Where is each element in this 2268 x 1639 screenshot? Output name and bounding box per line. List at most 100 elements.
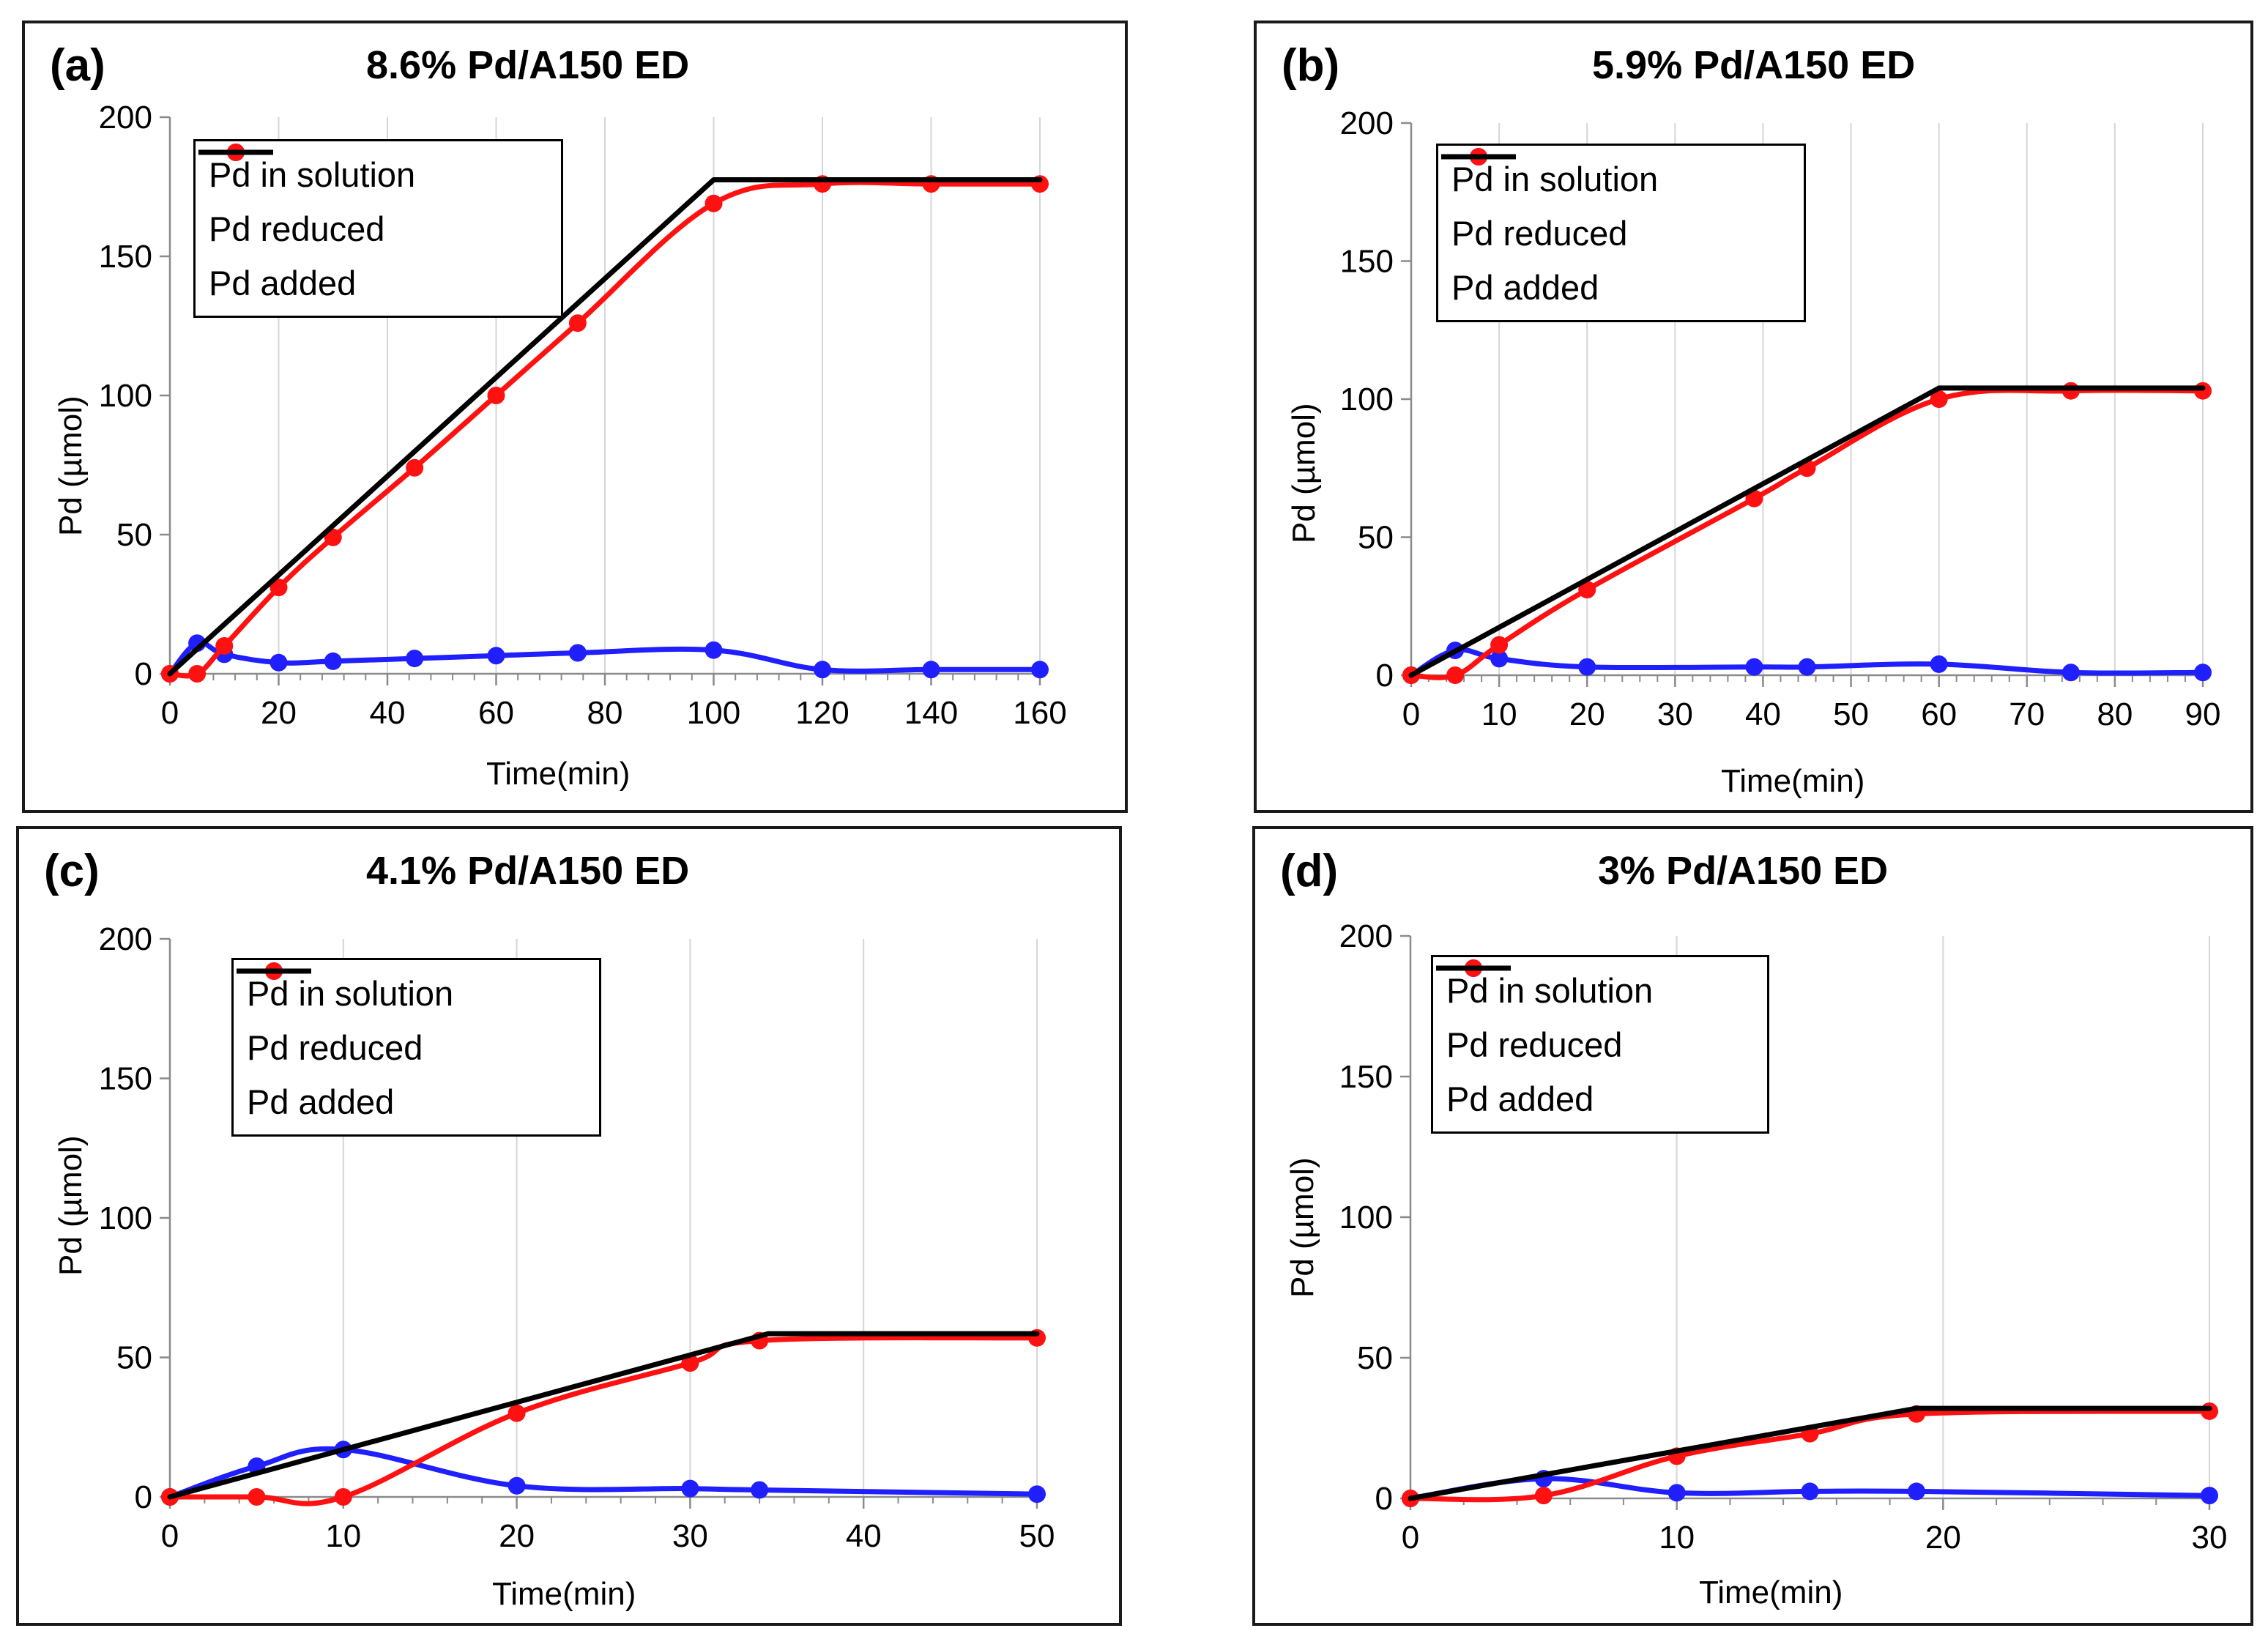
x-tick-label: 0 — [161, 695, 179, 731]
data-point — [487, 647, 505, 665]
data-point — [1930, 390, 1948, 408]
x-axis-title: Time(min) — [1699, 1575, 1843, 1610]
data-point — [406, 650, 424, 668]
chart-title: 4.1% Pd/A150 ED — [366, 849, 690, 893]
x-tick-label: 90 — [2185, 696, 2221, 732]
data-point — [922, 661, 940, 679]
data-point — [1490, 650, 1509, 668]
y-tick-label: 200 — [1339, 918, 1393, 954]
x-tick-label: 20 — [1569, 696, 1605, 732]
panel-d: 0 50 100 150 200 0 10 20 30 (d) 3% Pd/A150 ED Pd… — [1252, 826, 2253, 1626]
x-tick-label: 0 — [1402, 696, 1420, 732]
y-tick-label: 0 — [1375, 1481, 1393, 1517]
legend-label: Pd in solution — [1451, 159, 1659, 198]
x-tick-label: 100 — [687, 695, 740, 731]
legend-entry-added: Pd added — [1441, 154, 1788, 314]
legend-label: Pd reduced — [1446, 1025, 1623, 1064]
x-tick-label: 40 — [370, 695, 406, 731]
series-line — [167, 177, 1043, 677]
x-tick-label: 60 — [478, 695, 514, 731]
x-axis-title: Time(min) — [486, 756, 631, 792]
data-point — [2201, 1402, 2218, 1420]
series-pd-added — [1408, 1405, 2212, 1501]
data-point — [507, 1404, 526, 1422]
y-tick-label: 200 — [1340, 105, 1394, 141]
y-tick-label: 100 — [1339, 1200, 1393, 1235]
x-tick-label: 0 — [1402, 1520, 1419, 1556]
x-tick-label: 30 — [1657, 696, 1693, 732]
data-point — [1801, 1482, 1819, 1501]
data-point — [1578, 658, 1596, 676]
legend-label: Pd reduced — [1451, 213, 1628, 253]
y-tick-label: 0 — [1376, 658, 1394, 694]
x-tick-label: 0 — [161, 1518, 179, 1554]
x-axis-title: Time(min) — [1721, 763, 1865, 799]
x-tick-label: 10 — [1659, 1520, 1695, 1556]
legend-entry-added: Pd added — [237, 968, 583, 1129]
y-tick-label: 200 — [99, 921, 152, 957]
x-tick-label: 70 — [2009, 696, 2045, 732]
data-point — [1578, 581, 1596, 599]
series-pd-added — [167, 1331, 1040, 1500]
y-tick-label: 200 — [99, 100, 152, 135]
series-pd-in-solution — [161, 1441, 1046, 1506]
x-tick-label: 40 — [1745, 696, 1781, 732]
legend-label: Pd added — [247, 1082, 395, 1121]
panel-c: 0 50 100 150 200 0 10 20 30 40 50 (c) 4.1% Pd/A150… — [16, 826, 1122, 1626]
data-point — [568, 644, 587, 662]
legend-entry-added: Pd added — [1436, 965, 1751, 1126]
legend: Pd in solution Pd reduced Pd added — [193, 139, 563, 318]
data-point — [1930, 655, 1948, 673]
legend-entry-reduced: Pd reduced — [1441, 148, 1788, 260]
x-tick-label: 10 — [1481, 696, 1517, 732]
data-point — [2194, 664, 2212, 682]
legend-entry-reduced: Pd reduced — [237, 962, 583, 1074]
panel-a: 0 50 100 150 200 0 20 40 60 80 100 120 140 160 (a) 8.… — [22, 21, 1128, 813]
x-axis-title: Time(min) — [492, 1576, 636, 1612]
legend-swatch-added — [237, 968, 311, 974]
data-point — [269, 579, 288, 597]
y-axis-title: Pd (µmol) — [53, 1135, 89, 1276]
legend: Pd in solution Pd reduced Pd added — [231, 958, 601, 1137]
data-point — [487, 387, 505, 404]
legend-entry-reduced: Pd reduced — [198, 144, 545, 256]
plot-d: 0 50 100 150 200 0 10 20 30 — [1339, 918, 2228, 1556]
data-point — [248, 1488, 266, 1506]
series-pd-added — [167, 177, 1043, 677]
chart-title: 5.9% Pd/A150 ED — [1592, 43, 1916, 87]
data-point — [2201, 1487, 2218, 1505]
data-point — [2061, 382, 2080, 400]
y-axis-title: Pd (µmol) — [53, 395, 89, 536]
y-tick-label: 50 — [116, 1340, 152, 1376]
x-tick-label: 20 — [499, 1518, 535, 1554]
x-tick-label: 50 — [1019, 1518, 1055, 1554]
series-line — [1408, 385, 2206, 678]
data-point — [1667, 1484, 1686, 1502]
y-axis-title: Pd (µmol) — [1286, 403, 1322, 543]
y-tick-label: 0 — [135, 1479, 152, 1515]
data-point — [1907, 1482, 1925, 1501]
y-tick-label: 100 — [99, 1200, 152, 1236]
series-pd-reduced — [161, 1328, 1046, 1506]
data-point — [1490, 636, 1509, 654]
plot-a: 0 50 100 150 200 0 20 40 60 80 100 120 140 160 — [99, 100, 1067, 731]
plot-c: 0 50 100 150 200 0 10 20 30 40 50 — [99, 921, 1055, 1554]
series-line — [167, 639, 1043, 677]
series-line — [167, 1335, 1040, 1506]
y-tick-label: 100 — [1340, 382, 1394, 417]
y-tick-label: 0 — [135, 656, 152, 692]
data-point — [2061, 664, 2080, 682]
data-point — [1534, 1487, 1553, 1505]
y-tick-label: 50 — [1358, 520, 1394, 556]
x-tick-label: 20 — [261, 695, 297, 731]
data-point — [1031, 661, 1049, 679]
legend-label: Pd reduced — [247, 1027, 423, 1067]
data-point — [751, 1481, 769, 1499]
data-point — [507, 1476, 526, 1495]
data-point — [814, 661, 831, 679]
data-point — [568, 314, 587, 332]
data-point — [334, 1488, 352, 1506]
legend-swatch-added — [1441, 154, 1516, 160]
legend-swatch-added — [198, 149, 273, 155]
